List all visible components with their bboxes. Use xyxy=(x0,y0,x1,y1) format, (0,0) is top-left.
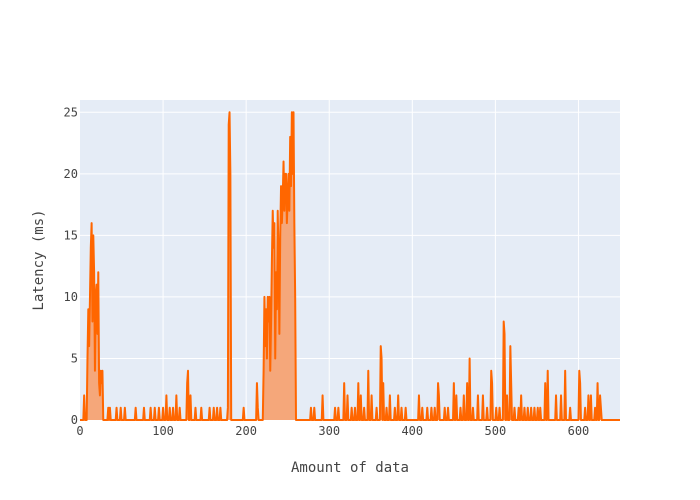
y-tick-label: 25 xyxy=(64,105,78,119)
x-tick-label: 500 xyxy=(485,424,507,438)
x-tick-label: 300 xyxy=(318,424,340,438)
x-tick-label: 200 xyxy=(235,424,257,438)
plot-background xyxy=(80,100,620,420)
latency-line xyxy=(80,111,620,421)
y-tick-label: 5 xyxy=(71,351,78,365)
x-axis-title: Amount of data xyxy=(291,460,409,476)
y-tick-label: 0 xyxy=(71,413,78,427)
y-tick-label: 10 xyxy=(64,290,78,304)
x-axis-ticks: 0 100 200 300 400 500 600 xyxy=(76,424,589,438)
grid-lines xyxy=(80,100,620,420)
y-tick-label: 20 xyxy=(64,167,78,181)
y-tick-label: 15 xyxy=(64,228,78,242)
x-tick-label: 100 xyxy=(152,424,174,438)
y-axis-ticks: 0 5 10 15 20 25 xyxy=(64,105,78,427)
x-tick-label: 0 xyxy=(76,424,83,438)
x-tick-label: 600 xyxy=(568,424,590,438)
y-axis-title: Latency (ms) xyxy=(31,209,47,310)
x-tick-label: 400 xyxy=(401,424,423,438)
